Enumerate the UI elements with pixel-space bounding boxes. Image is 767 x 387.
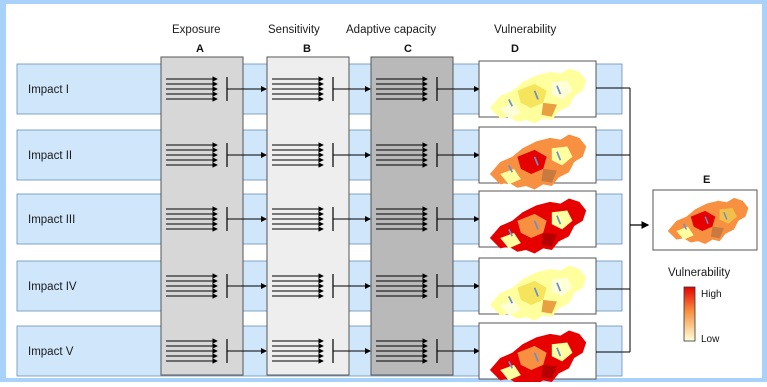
letter-b: B (303, 43, 311, 55)
header-vulnerability: Vulnerability (494, 24, 556, 36)
impact-label: Impact I (28, 84, 69, 96)
result-connector (596, 87, 650, 353)
impact-label: Impact II (28, 150, 72, 162)
impact-label: Impact V (28, 346, 74, 358)
vulnerability-maps (478, 60, 597, 386)
vulnerability-map-5 (478, 322, 597, 386)
legend-high-label: High (701, 289, 722, 300)
letter-c: C (404, 43, 412, 55)
legend-title: Vulnerability (668, 267, 730, 279)
vulnerability-map-1 (478, 60, 597, 124)
header-sensitivity: Sensitivity (268, 24, 320, 36)
result-map (667, 197, 749, 244)
header-exposure: Exposure (172, 24, 221, 36)
vulnerability-map-3 (478, 190, 597, 254)
letter-d: D (511, 43, 519, 55)
column-c-panel (370, 56, 454, 376)
letter-e: E (703, 174, 710, 186)
letter-a: A (196, 43, 204, 55)
header-adaptive-capacity: Adaptive capacity (346, 24, 436, 36)
impact-label: Impact III (28, 214, 75, 226)
vulnerability-map-2 (478, 126, 597, 190)
column-a-panel (160, 56, 244, 376)
vulnerability-map-4 (478, 257, 597, 321)
legend-color-bar (683, 286, 696, 342)
legend-low-label: Low (701, 334, 720, 345)
column-b-panel (266, 56, 350, 376)
impact-label: Impact IV (28, 281, 77, 293)
flow-arrows (166, 76, 480, 364)
